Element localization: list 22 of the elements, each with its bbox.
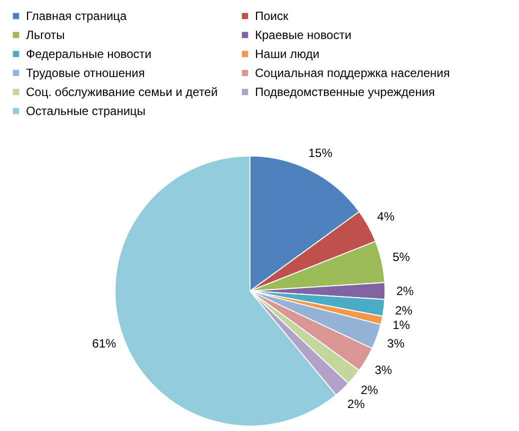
data-label: 2% <box>347 396 366 411</box>
legend-label: Социальная поддержка населения <box>255 66 450 80</box>
data-label: 3% <box>387 336 405 351</box>
data-label: 3% <box>374 362 392 377</box>
data-label: 2% <box>395 303 413 318</box>
legend-label: Наши люди <box>255 47 320 61</box>
data-label: 15% <box>308 146 333 160</box>
data-label: 61% <box>92 336 116 351</box>
legend-label: Соц. обслуживание семьи и детей <box>26 85 218 99</box>
legend-label: Федеральные новости <box>26 47 152 61</box>
legend-label: Поиск <box>255 9 289 24</box>
legend-label: Подведомственные учреждения <box>255 85 435 99</box>
legend-label: Остальные страницы <box>26 104 146 118</box>
legend-label: Главная страница <box>26 9 128 24</box>
data-label: 5% <box>392 250 410 264</box>
data-label: 1% <box>392 318 410 332</box>
data-label: 4% <box>377 209 395 224</box>
data-label: 2% <box>396 284 414 298</box>
legend-label: Краевые новости <box>255 28 352 42</box>
data-label: 2% <box>360 382 378 397</box>
legend-label: Льготы <box>26 28 65 42</box>
legend-label: Трудовые отношения <box>26 66 145 80</box>
